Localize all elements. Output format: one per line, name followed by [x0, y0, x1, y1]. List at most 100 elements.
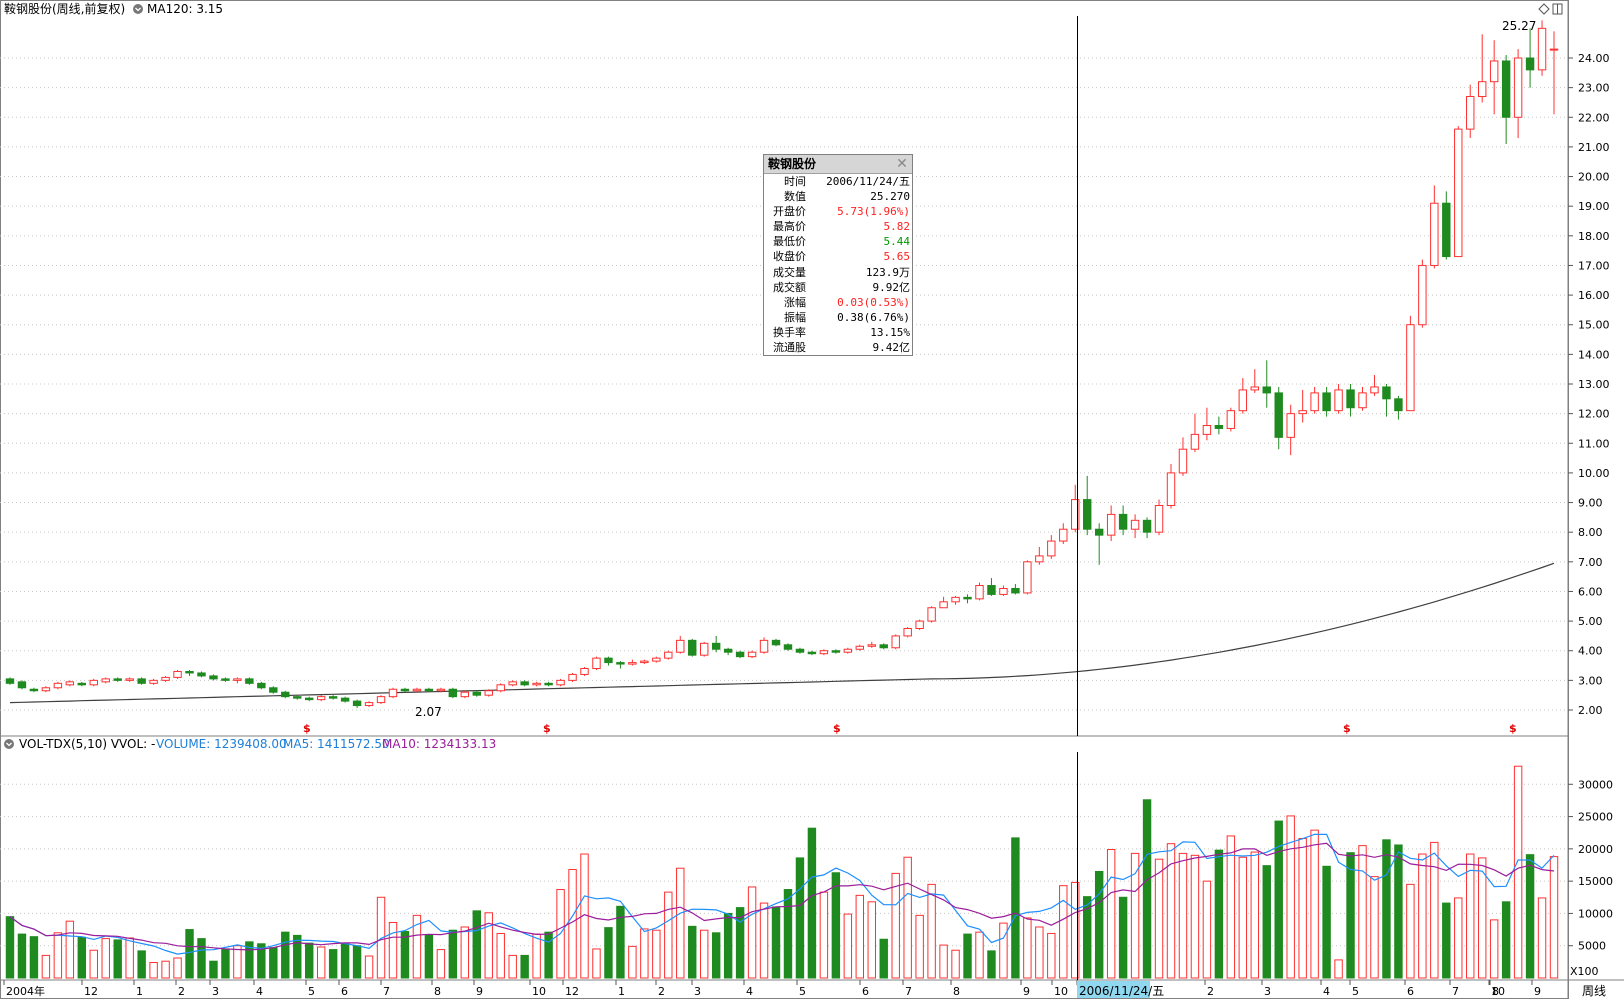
- candle[interactable]: [723, 647, 733, 656]
- volume-bar[interactable]: [281, 931, 290, 979]
- volume-bar[interactable]: [352, 945, 362, 979]
- volume-bar[interactable]: [484, 912, 493, 979]
- candle[interactable]: [903, 627, 912, 638]
- candle[interactable]: [1501, 55, 1511, 144]
- volume-bar[interactable]: [843, 913, 853, 979]
- gear-icon[interactable]: [133, 4, 143, 14]
- volume-bar[interactable]: [1238, 856, 1248, 979]
- volume-bar[interactable]: [340, 942, 350, 979]
- diamond-icon[interactable]: [1538, 3, 1550, 15]
- volume-bar[interactable]: [41, 954, 51, 979]
- candlestick-series[interactable]: [5, 20, 1559, 708]
- volume-bar[interactable]: [1190, 854, 1200, 979]
- candle[interactable]: [65, 680, 75, 687]
- candle[interactable]: [1477, 34, 1487, 103]
- volume-bar[interactable]: [640, 928, 649, 979]
- volume-bar[interactable]: [137, 950, 146, 979]
- volume-bar[interactable]: [891, 872, 900, 979]
- candle[interactable]: [544, 681, 553, 687]
- volume-bar[interactable]: [1118, 896, 1128, 979]
- volume-bar[interactable]: [1322, 865, 1331, 979]
- candle[interactable]: [1202, 407, 1212, 441]
- volume-bar[interactable]: [448, 929, 458, 979]
- volume-bar[interactable]: [915, 914, 924, 979]
- candle[interactable]: [113, 677, 122, 682]
- candle[interactable]: [1298, 389, 1307, 423]
- square-icon[interactable]: [1552, 3, 1563, 15]
- candle[interactable]: [1071, 484, 1080, 533]
- candle[interactable]: [664, 650, 673, 660]
- data-info-panel[interactable]: 鞍钢股份 ✕ 时间 2006/11/24/五 数值 25.270 开盘价 5.73(1.9…: [763, 154, 913, 357]
- candle[interactable]: [1549, 31, 1559, 115]
- volume-bar[interactable]: [1477, 857, 1487, 979]
- candle[interactable]: [125, 677, 134, 682]
- split-marker[interactable]: $: [303, 722, 311, 735]
- volume-bar[interactable]: [1059, 885, 1068, 979]
- volume-bar[interactable]: [999, 922, 1008, 979]
- volume-bar[interactable]: [1334, 959, 1343, 979]
- volume-bar[interactable]: [676, 867, 685, 979]
- volume-bar[interactable]: [867, 901, 876, 979]
- candle[interactable]: [496, 683, 505, 693]
- volume-bar[interactable]: [771, 906, 781, 979]
- candle[interactable]: [197, 671, 206, 678]
- candle[interactable]: [448, 687, 458, 699]
- candle[interactable]: [1106, 505, 1116, 542]
- volume-bar[interactable]: [987, 950, 996, 979]
- candle[interactable]: [17, 680, 27, 690]
- volume-bar[interactable]: [1418, 853, 1427, 979]
- volume-bar[interactable]: [1370, 876, 1379, 979]
- candle[interactable]: [1370, 375, 1379, 396]
- candle[interactable]: [233, 677, 242, 684]
- candle[interactable]: [735, 650, 745, 659]
- volume-bar[interactable]: [628, 945, 637, 979]
- candle[interactable]: [616, 661, 625, 669]
- volume-bar[interactable]: [1286, 815, 1295, 979]
- volume-bar[interactable]: [1166, 843, 1176, 979]
- volume-bar[interactable]: [819, 891, 829, 979]
- candle[interactable]: [1094, 523, 1104, 565]
- volume-bar[interactable]: [1382, 839, 1391, 979]
- volume-bar[interactable]: [1202, 880, 1212, 979]
- volume-bar[interactable]: [472, 910, 481, 979]
- volume-bar[interactable]: [1023, 917, 1032, 979]
- volume-bar[interactable]: [1262, 865, 1271, 979]
- candle[interactable]: [652, 656, 661, 663]
- volume-bar[interactable]: [1106, 849, 1116, 979]
- candle[interactable]: [831, 649, 841, 654]
- split-marker[interactable]: $: [1343, 722, 1351, 735]
- candle[interactable]: [400, 687, 410, 693]
- candle[interactable]: [532, 681, 541, 687]
- volume-bar[interactable]: [1142, 799, 1152, 979]
- candle[interactable]: [1334, 384, 1343, 414]
- volume-bar[interactable]: [699, 929, 709, 979]
- candle[interactable]: [1418, 259, 1427, 328]
- candle[interactable]: [1358, 386, 1367, 411]
- volume-bar[interactable]: [53, 932, 63, 979]
- candle[interactable]: [352, 699, 362, 708]
- volume-bar[interactable]: [328, 949, 338, 979]
- candle[interactable]: [1322, 386, 1331, 417]
- candle[interactable]: [1226, 407, 1236, 432]
- gear-icon[interactable]: [4, 739, 14, 749]
- candle[interactable]: [293, 695, 302, 700]
- candle[interactable]: [939, 596, 948, 609]
- candle[interactable]: [891, 634, 900, 650]
- volume-bar[interactable]: [735, 907, 745, 979]
- volume-bar[interactable]: [1130, 852, 1140, 979]
- volume-bar[interactable]: [293, 934, 302, 979]
- volume-bar[interactable]: [652, 929, 661, 979]
- volume-bar[interactable]: [65, 920, 75, 979]
- volume-bar[interactable]: [963, 933, 972, 979]
- candle[interactable]: [436, 687, 446, 693]
- candle[interactable]: [1047, 535, 1056, 559]
- volume-bar[interactable]: [688, 925, 697, 979]
- candle[interactable]: [364, 701, 374, 708]
- candle[interactable]: [1083, 475, 1092, 536]
- volume-bar[interactable]: [592, 948, 601, 979]
- volume-bar[interactable]: [747, 886, 757, 979]
- volume-bar[interactable]: [1346, 852, 1355, 979]
- candle[interactable]: [209, 674, 218, 681]
